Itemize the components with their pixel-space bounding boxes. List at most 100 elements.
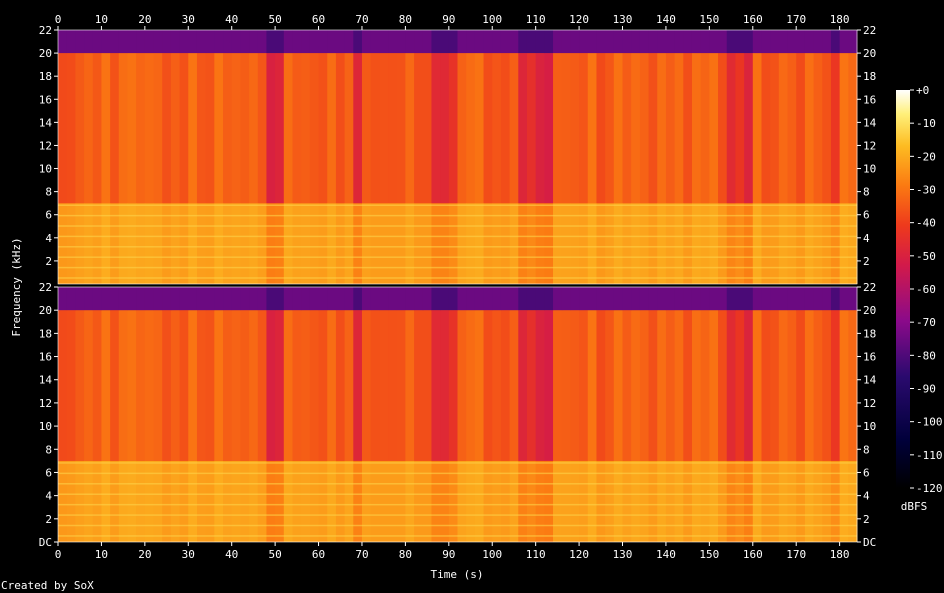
spectrogram-cell — [718, 30, 728, 54]
spectrogram-cell — [353, 287, 363, 311]
spectrogram-cell — [744, 203, 754, 284]
spectrogram-cell — [579, 203, 589, 284]
spectrogram-cell — [848, 30, 858, 54]
harmonic-stripe — [58, 472, 857, 475]
panel-frame — [57, 286, 858, 543]
spectrogram-cell — [830, 460, 841, 542]
spectrogram-cell — [822, 460, 832, 542]
spectrogram-cell — [388, 460, 398, 542]
spectrogram-cell — [500, 460, 511, 542]
spectrogram-cell — [179, 30, 189, 54]
spectrogram-cell — [691, 30, 702, 54]
spectrogram-cell — [605, 53, 615, 204]
spectrogram-cell — [631, 287, 641, 311]
spectrogram-cell — [492, 310, 502, 461]
spectrogram-cell — [665, 53, 676, 204]
spectrogram-cell — [170, 30, 181, 54]
spectrogram-cell — [683, 30, 693, 54]
spectrogram-cell — [223, 30, 233, 54]
spectrogram-cell — [283, 30, 293, 54]
harmonic-stripe — [58, 266, 857, 269]
spectrogram-cell — [188, 203, 198, 284]
spectrogram-cell — [639, 460, 650, 542]
x-tick-label: 90 — [442, 548, 455, 561]
spectrogram-cell — [457, 460, 467, 542]
x-tick-label: 160 — [743, 548, 763, 561]
spectrogram-cell — [431, 310, 441, 461]
y-tick-label: 10 — [39, 163, 52, 176]
spectrogram-cell — [674, 203, 684, 284]
spectrogram-cell — [526, 30, 537, 54]
spectrogram-cell — [344, 310, 354, 461]
spectrogram-cell — [665, 310, 676, 461]
spectrogram-cell — [353, 53, 363, 204]
spectrogram-cell — [344, 30, 354, 54]
spectrogram-cell — [639, 310, 650, 461]
spectrogram-cell — [58, 30, 68, 54]
spectrogram-cell — [579, 287, 589, 311]
spectrogram-cell — [761, 460, 771, 542]
spectrogram-cell — [396, 30, 406, 54]
spectrogram-cell — [448, 460, 458, 542]
spectrogram-cell — [683, 287, 693, 311]
spectrogram-cell — [787, 287, 797, 311]
spectrogram-cell — [587, 310, 597, 461]
spectrogram-cell — [153, 310, 163, 461]
spectrogram-cell — [283, 310, 293, 461]
spectrogram-cell — [84, 287, 94, 311]
spectrogram-cell — [75, 53, 85, 204]
spectrogram-cell — [179, 460, 189, 542]
spectrogram-cell — [118, 203, 128, 284]
x-tick-label: 140 — [656, 13, 676, 26]
spectrogram-cell — [544, 53, 554, 204]
spectrogram-cell — [735, 203, 745, 284]
spectrogram-cell — [422, 30, 432, 54]
spectrogram-cell — [118, 310, 128, 461]
spectrogram-cell — [500, 30, 511, 54]
spectrogram-cell — [75, 203, 85, 284]
spectrogram-cell — [344, 460, 354, 542]
spectrogram-cell — [483, 310, 493, 461]
spectrogram-cell — [127, 53, 137, 204]
spectrogram-cell — [500, 203, 511, 284]
spectrogram-cell — [804, 310, 815, 461]
spectrogram-cell — [440, 287, 450, 311]
spectrogram-cell — [75, 287, 85, 311]
y-tick-label: 18 — [39, 327, 52, 340]
spectrogram-cell — [440, 460, 450, 542]
spectrogram-cell — [839, 460, 849, 542]
x-tick-label: 180 — [830, 548, 850, 561]
spectrogram-cell — [196, 203, 207, 284]
spectrogram-cell — [848, 460, 858, 542]
spectrogram-cell — [535, 53, 545, 204]
spectrogram-cell — [136, 30, 146, 54]
spectrogram-cell — [422, 53, 432, 204]
y-tick-label: 6 — [45, 209, 52, 222]
spectrogram-cell — [257, 460, 267, 542]
spectrogram-cell — [752, 203, 762, 284]
y-tick-label: 10 — [39, 420, 52, 433]
spectrogram-cell — [787, 203, 797, 284]
spectrogram-cell — [370, 460, 380, 542]
y-tick-label: 14 — [863, 116, 877, 129]
y-tick-label: 4 — [863, 232, 870, 245]
spectrogram-cell — [275, 53, 285, 204]
spectrogram-cell — [58, 53, 68, 204]
spectrogram-cell — [648, 30, 658, 54]
y-tick-label: 20 — [863, 304, 876, 317]
spectrogram-cell — [448, 203, 458, 284]
spectrogram-cell — [691, 203, 702, 284]
spectrogram-cell — [223, 203, 233, 284]
spectrogram-cell — [544, 460, 554, 542]
spectrogram-cell — [153, 460, 163, 542]
spectrogram-cell — [778, 287, 789, 311]
spectrogram-cell — [787, 53, 797, 204]
spectrogram-cell — [309, 30, 320, 54]
spectrogram-cell — [335, 30, 346, 54]
spectrogram-cell — [474, 310, 485, 461]
spectrogram-cell — [144, 287, 155, 311]
spectrogram-cell — [92, 310, 102, 461]
spectrogram-cell — [388, 287, 398, 311]
spectrogram-cell — [848, 287, 858, 311]
spectrogram-cell — [613, 30, 624, 54]
